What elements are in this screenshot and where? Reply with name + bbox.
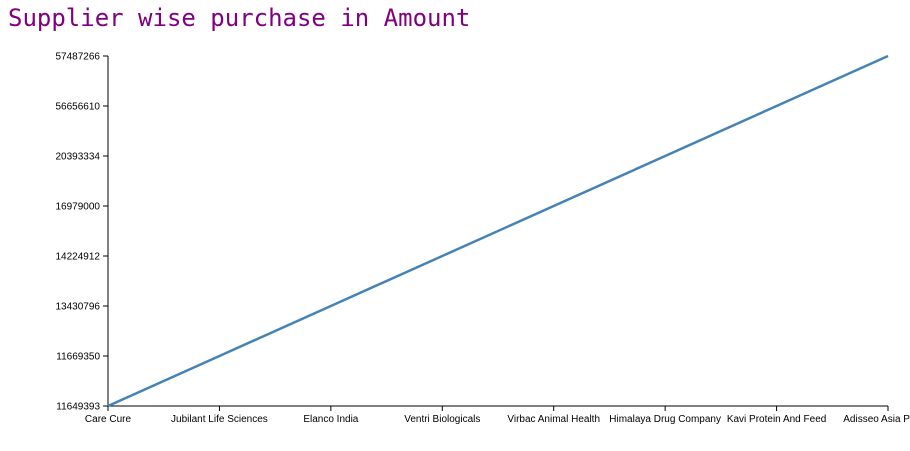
y-tick-label: 11649393 [56, 402, 100, 413]
x-axis: Care Cure Jubilant Life Sciences Elanco In… [85, 405, 910, 425]
y-axis: 11649393 11669350 13430796 14224912 16979000… [56, 52, 109, 413]
x-tick-label: Elanco India [303, 414, 358, 425]
x-tick-label: Virbac Animal Health [507, 414, 600, 425]
y-tick-label: 57487266 [56, 52, 101, 63]
x-tick-label: Care Cure [85, 414, 132, 425]
y-tick-label: 56656610 [56, 102, 101, 113]
y-tick-label: 20393334 [56, 152, 101, 163]
y-tick-label: 13430796 [56, 302, 101, 313]
x-tick-label: Kavi Protein And Feed [727, 414, 827, 425]
x-tick-label: Himalaya Drug Company [609, 414, 721, 425]
y-tick-label: 16979000 [56, 202, 101, 213]
series-line [107, 54, 889, 408]
series-layer [107, 54, 889, 408]
x-tick-label: Jubilant Life Sciences [171, 414, 268, 425]
x-tick-label: Ventri Biologicals [404, 414, 480, 425]
x-tick-label: Adisseo Asia Pacific [843, 414, 910, 425]
chart-title: Supplier wise purchase in Amount [8, 4, 471, 32]
y-tick-label: 11669350 [56, 352, 100, 363]
y-tick-label: 14224912 [56, 252, 101, 263]
